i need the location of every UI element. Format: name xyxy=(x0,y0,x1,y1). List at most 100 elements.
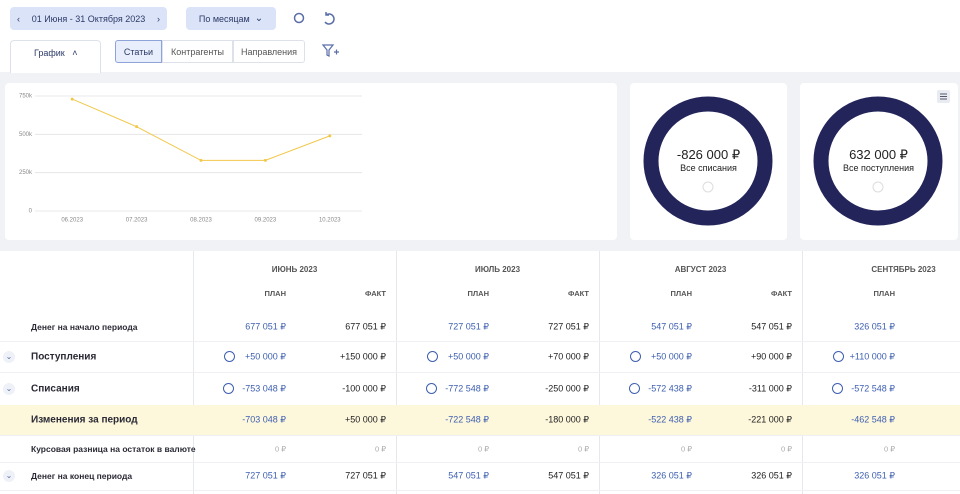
plan-header: ПЛАН xyxy=(670,289,693,298)
row-label: Изменения за период xyxy=(31,414,138,426)
plan-clock-icon[interactable] xyxy=(427,350,438,362)
expand-toggle[interactable]: ⌄ xyxy=(3,350,15,363)
fact-cell: 727 051 ₽ xyxy=(345,470,386,481)
refresh-icon[interactable] xyxy=(324,12,335,25)
summary-value: 632 000 ₽ xyxy=(849,147,908,162)
row-divider xyxy=(0,462,960,463)
plan-cell: 547 051 ₽ xyxy=(651,321,692,332)
donut xyxy=(643,96,773,226)
row-label: Курсовая разница на остаток в валюте xyxy=(31,443,196,454)
plan-cell: +50 000 ₽ xyxy=(244,351,286,361)
fact-cell: 547 051 ₽ xyxy=(751,321,792,332)
point xyxy=(263,158,267,162)
donut-ring xyxy=(643,96,773,226)
filter-button[interactable]: Направления xyxy=(233,40,305,63)
filter-button[interactable]: Контрагенты xyxy=(162,40,233,63)
fact-cell: 0 ₽ xyxy=(577,444,589,453)
summary-value: -826 000 ₽ xyxy=(676,147,741,162)
help-icon[interactable] xyxy=(702,181,714,193)
plan-cell: 0 ₽ xyxy=(477,444,489,453)
settings-icon[interactable] xyxy=(293,12,305,24)
month-header: СЕНТЯБРЬ 2023 xyxy=(871,265,936,274)
grouping-select[interactable]: По месяцам ⌄ xyxy=(186,7,276,30)
plan-clock-icon[interactable] xyxy=(224,350,235,362)
plan-cell: -462 548 ₽ xyxy=(851,414,895,425)
plan-cell: 326 051 ₽ xyxy=(651,470,692,481)
plan-clock-icon[interactable] xyxy=(630,350,641,362)
plan-clock-icon[interactable] xyxy=(426,382,437,394)
plan-clock-icon[interactable] xyxy=(832,382,843,394)
line xyxy=(72,98,330,161)
x-tick-label: 10.2023 xyxy=(319,218,341,224)
row-divider xyxy=(0,341,960,342)
point xyxy=(70,97,74,101)
point xyxy=(199,158,203,162)
plan-cell: 326 051 ₽ xyxy=(854,470,895,481)
toolbar-icons xyxy=(293,12,335,25)
row-label: Денег на конец периода xyxy=(31,471,133,481)
row-label: Поступления xyxy=(31,351,97,362)
month-header: АВГУСТ 2023 xyxy=(674,265,727,274)
y-tick-label: 750k xyxy=(19,94,33,100)
plan-cell: 677 051 ₽ xyxy=(245,321,286,332)
plan-cell: 727 051 ₽ xyxy=(245,470,286,481)
summary-label: Все списания xyxy=(680,163,737,173)
point xyxy=(135,125,139,129)
tab-label: График xyxy=(34,48,65,58)
filter-group: Статьи Контрагенты Направления xyxy=(115,40,305,63)
y-tick-label: 0 xyxy=(29,209,33,215)
plan-cell: +50 000 ₽ xyxy=(447,351,489,361)
plan-cell: -522 438 ₽ xyxy=(648,414,692,425)
plan-cell: +110 000 ₽ xyxy=(849,351,895,361)
donut-ring xyxy=(813,96,943,226)
fact-cell: -100 000 ₽ xyxy=(342,383,386,393)
plan-cell: -753 048 ₽ xyxy=(242,383,286,393)
x-tick-label: 06.2023 xyxy=(61,218,83,224)
plan-cell: 0 ₽ xyxy=(883,444,895,453)
filter-add-icon[interactable] xyxy=(322,44,340,58)
plan-header: ПЛАН xyxy=(264,289,287,298)
fact-cell: -180 000 ₽ xyxy=(545,414,589,425)
plan-cell: -572 548 ₽ xyxy=(851,383,895,393)
summary-card: 632 000 ₽ Все поступления xyxy=(800,83,958,240)
filter-button[interactable]: Статьи xyxy=(115,40,162,63)
date-range-button[interactable]: ‹ 01 Июня - 31 Октября 2023 › xyxy=(10,7,167,30)
next-icon[interactable]: › xyxy=(156,13,160,24)
fact-cell: -311 000 ₽ xyxy=(748,383,792,393)
plan-clock-icon[interactable] xyxy=(629,382,640,394)
table: ИЮНЬ 2023 ПЛАН ФАКТ ИЮЛЬ 2023 ПЛАН ФАКТ АВГУСТ… xyxy=(0,251,960,494)
fact-cell: +70 000 ₽ xyxy=(547,351,589,361)
chart: 0 250k 500k 750k 06.2023 07.2023 08.2023 09.202… xyxy=(19,94,362,224)
fact-cell: 326 051 ₽ xyxy=(751,470,792,481)
plan-cell: -722 548 ₽ xyxy=(445,414,489,425)
fact-cell: +90 000 ₽ xyxy=(750,351,792,361)
y-tick-label: 250k xyxy=(19,170,33,176)
plan-header: ПЛАН xyxy=(467,289,490,298)
month-header: ИЮЛЬ 2023 xyxy=(474,265,521,274)
fact-header: ФАКТ xyxy=(365,289,386,298)
plan-header: ПЛАН xyxy=(873,289,896,298)
row-label: Списания xyxy=(31,383,80,394)
date-range: 01 Июня - 31 Октября 2023 xyxy=(31,13,146,24)
plan-cell: -772 548 ₽ xyxy=(445,383,489,393)
row-highlight xyxy=(0,405,960,435)
fact-cell: 0 ₽ xyxy=(780,444,792,453)
expand-toggle[interactable]: ⌄ xyxy=(3,470,15,482)
fact-header: ФАКТ xyxy=(568,289,589,298)
plan-cell: 727 051 ₽ xyxy=(448,321,489,332)
donut xyxy=(813,90,950,226)
plan-cell: 0 ₽ xyxy=(680,444,692,453)
plan-clock-icon[interactable] xyxy=(223,382,234,394)
help-icon[interactable] xyxy=(872,181,884,193)
plan-clock-icon[interactable] xyxy=(833,350,844,362)
chart-tab[interactable]: График ˄ xyxy=(10,40,101,73)
prev-icon[interactable]: ‹ xyxy=(17,13,20,24)
fact-cell: -250 000 ₽ xyxy=(545,383,589,393)
expand-toggle[interactable]: ⌄ xyxy=(3,382,15,395)
plan-cell: 0 ₽ xyxy=(274,444,286,453)
x-tick-label: 08.2023 xyxy=(190,218,212,224)
plan-cell: -703 048 ₽ xyxy=(242,414,286,425)
x-tick-label: 07.2023 xyxy=(126,218,148,224)
fact-cell: 727 051 ₽ xyxy=(548,321,589,332)
fact-cell: 0 ₽ xyxy=(374,444,386,453)
